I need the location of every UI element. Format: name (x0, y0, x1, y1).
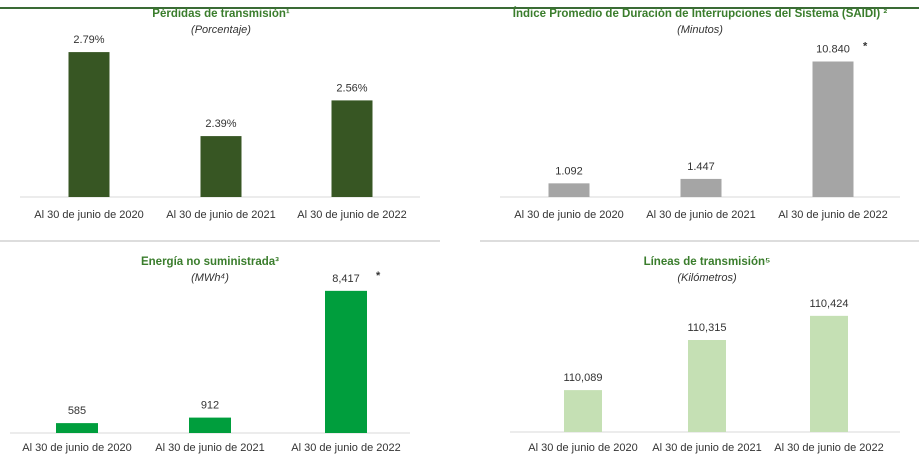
value-label: 110,424 (810, 298, 849, 310)
bar (68, 52, 110, 197)
x-tick-label: Al 30 de junio de 2022 (778, 209, 887, 221)
value-label: 2.79% (73, 34, 104, 46)
value-label: 1.092 (555, 165, 583, 177)
chart-title: Pérdidas de transmisión¹ (152, 8, 290, 20)
value-label: 110,089 (564, 372, 603, 384)
bar (564, 390, 602, 432)
bar (200, 136, 242, 197)
value-label: 1.447 (687, 161, 715, 173)
x-tick-label: Al 30 de junio de 2021 (155, 442, 264, 454)
value-label: 2.56% (336, 82, 367, 94)
x-tick-label: Al 30 de junio de 2020 (22, 442, 131, 454)
x-tick-label: Al 30 de junio de 2022 (774, 442, 883, 454)
x-tick-label: Al 30 de junio de 2021 (166, 209, 275, 221)
bar (331, 100, 373, 197)
x-tick-label: Al 30 de junio de 2022 (297, 209, 406, 221)
chart-subtitle: (MWh⁴) (191, 272, 229, 284)
chart-subtitle: (Minutos) (677, 24, 723, 36)
x-tick-label: Al 30 de junio de 2021 (646, 209, 755, 221)
bar (548, 183, 590, 197)
bar (810, 315, 848, 432)
bar (189, 417, 231, 433)
value-label: 912 (201, 400, 219, 412)
value-label: 2.39% (205, 118, 236, 130)
value-label: 10.840 (816, 43, 850, 55)
x-tick-label: Al 30 de junio de 2020 (34, 209, 143, 221)
bar (325, 290, 367, 433)
chart-title: Líneas de transmisión⁵ (644, 256, 771, 268)
bar (812, 61, 854, 197)
value-label: 110,315 (688, 322, 727, 334)
bar (56, 423, 98, 433)
chart-subtitle: (Kilómetros) (677, 272, 737, 284)
chart-subtitle: (Porcentaje) (191, 24, 251, 36)
bar (680, 178, 722, 197)
bar (688, 340, 726, 432)
annotation: * (863, 40, 868, 52)
value-label: 8,417 (332, 273, 360, 285)
x-tick-label: Al 30 de junio de 2020 (528, 442, 637, 454)
value-label: 585 (68, 405, 86, 417)
x-tick-label: Al 30 de junio de 2020 (514, 209, 623, 221)
chart-title: Índice Promedio de Duración de Interrupc… (513, 7, 888, 20)
x-tick-label: Al 30 de junio de 2022 (291, 442, 400, 454)
annotation: * (376, 270, 381, 282)
chart-title: Energía no suministrada³ (141, 256, 279, 268)
x-tick-label: Al 30 de junio de 2021 (652, 442, 761, 454)
